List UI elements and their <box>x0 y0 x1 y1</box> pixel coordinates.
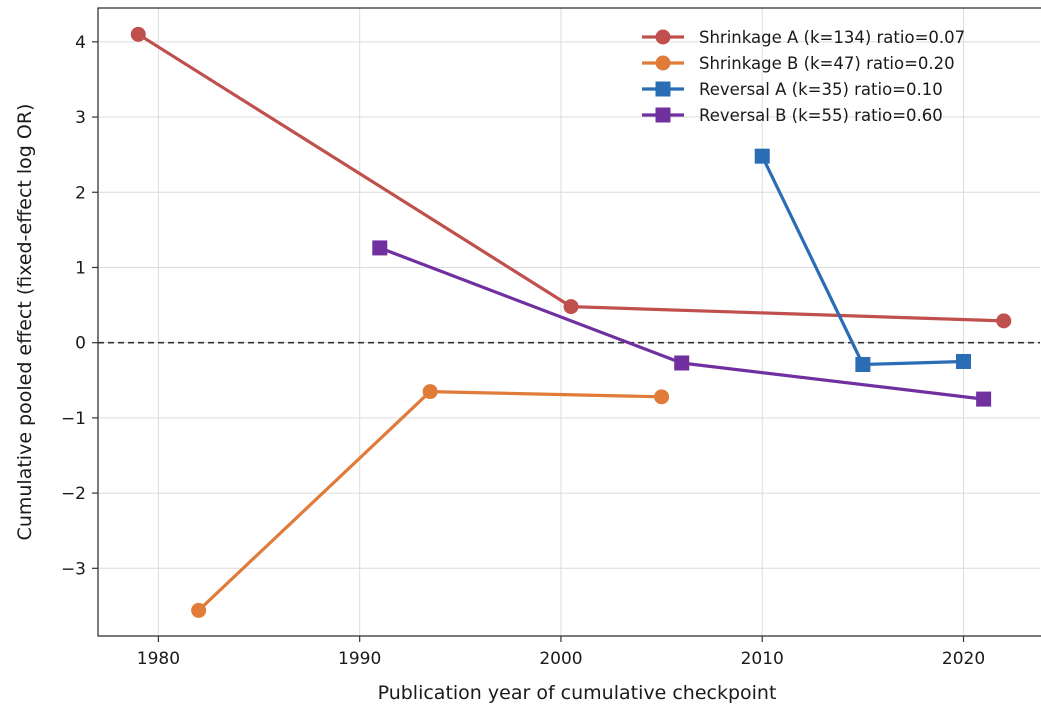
data-point <box>956 353 972 369</box>
y-axis-title: Cumulative pooled effect (fixed-effect l… <box>14 104 36 541</box>
data-point <box>674 355 690 371</box>
series-line <box>379 246 984 401</box>
y-tick-label: −2 <box>61 484 86 504</box>
y-tick-label: 1 <box>75 258 86 278</box>
series-line <box>137 32 1004 323</box>
y-tick-label: 4 <box>75 33 86 53</box>
legend-entry-3: Reversal A (k=35) ratio=0.10 <box>642 80 943 99</box>
grid <box>98 8 1040 636</box>
x-tick-label: 2000 <box>539 649 582 669</box>
series-1 <box>130 26 1012 329</box>
data-point <box>130 26 146 42</box>
data-point <box>372 240 388 256</box>
series-line <box>760 155 964 367</box>
data-point <box>654 389 670 405</box>
y-tick-label: 2 <box>75 183 86 203</box>
legend-marker <box>655 107 671 123</box>
legend-marker <box>655 29 671 45</box>
data-point <box>191 602 207 618</box>
x-tick-label: 1990 <box>338 649 381 669</box>
legend-label: Shrinkage B (k=47) ratio=0.20 <box>699 54 955 73</box>
data-point <box>422 384 438 400</box>
legend-label: Reversal B (k=55) ratio=0.60 <box>699 106 943 125</box>
legend-label: Shrinkage A (k=134) ratio=0.07 <box>699 28 965 47</box>
series-line <box>197 390 662 612</box>
series-4 <box>372 240 992 407</box>
legend-entry-4: Reversal B (k=55) ratio=0.60 <box>642 106 943 125</box>
series-layer <box>130 26 1012 618</box>
data-point <box>563 299 579 315</box>
y-axis-ticks: −3 −2 −1 0 1 2 3 4 <box>61 33 98 579</box>
legend-entry-1: Shrinkage A (k=134) ratio=0.07 <box>642 28 965 47</box>
data-point <box>855 356 871 372</box>
y-tick-label: 3 <box>75 108 86 128</box>
data-point <box>996 313 1012 329</box>
y-tick-label: 0 <box>75 334 86 354</box>
data-point <box>976 391 992 407</box>
series-3 <box>754 148 972 372</box>
legend-label: Reversal A (k=35) ratio=0.10 <box>699 80 943 99</box>
legend-entry-2: Shrinkage B (k=47) ratio=0.20 <box>642 54 955 73</box>
y-tick-label: −1 <box>61 409 86 429</box>
x-tick-label: 2020 <box>942 649 985 669</box>
legend-marker <box>655 81 671 97</box>
plot-frame <box>97 7 1041 637</box>
legend: Shrinkage A (k=134) ratio=0.07 Shrinkage … <box>642 28 965 125</box>
x-tick-label: 1980 <box>137 649 180 669</box>
x-axis-title: Publication year of cumulative checkpoin… <box>378 682 777 704</box>
x-tick-label: 2010 <box>741 649 784 669</box>
data-point <box>754 148 770 164</box>
series-2 <box>191 384 670 618</box>
legend-marker <box>655 55 671 71</box>
y-tick-label: −3 <box>61 559 86 579</box>
x-axis-ticks: 1980 1990 2000 2010 2020 <box>137 636 985 669</box>
